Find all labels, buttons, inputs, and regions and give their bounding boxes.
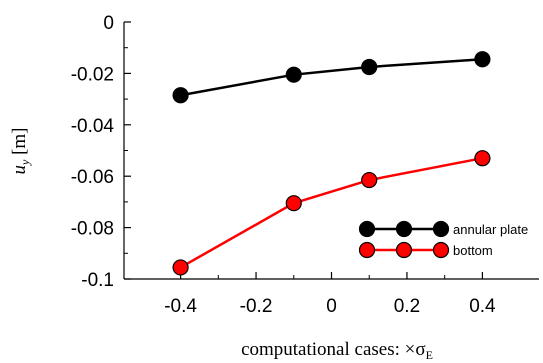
y-tick-label: 0 — [103, 13, 114, 34]
x-tick-label: 0.2 — [394, 296, 420, 317]
x-tick-label: -0.2 — [240, 296, 273, 317]
legend-marker — [395, 241, 413, 259]
y-tick-label: -0.1 — [81, 270, 114, 291]
x-axis-title: computational cases: ×σE — [241, 339, 433, 362]
series-line — [179, 156, 483, 269]
data-point — [172, 259, 189, 276]
x-tick-label: 0.4 — [469, 296, 496, 317]
series-bottom — [172, 150, 491, 276]
series-layer — [172, 51, 491, 276]
data-point — [172, 87, 189, 104]
legend-marker — [358, 220, 376, 238]
x-tick-label: 0 — [326, 296, 337, 317]
legend-marker — [432, 220, 450, 238]
x-tick-label: -0.4 — [164, 296, 197, 317]
legend-marker — [358, 241, 376, 259]
legend-marker — [395, 220, 413, 238]
series-line — [180, 58, 483, 97]
y-tick-label: -0.08 — [71, 219, 114, 240]
data-point — [474, 150, 491, 167]
data-point — [474, 51, 491, 68]
legend: annular plate bottom — [358, 220, 528, 259]
y-axis-title: uy [m] — [9, 127, 32, 174]
y-tick-label: -0.04 — [71, 116, 115, 137]
y-tick-label: -0.02 — [71, 64, 114, 85]
legend-label: annular plate — [453, 222, 528, 237]
legend-item: bottom — [358, 241, 493, 259]
data-point — [361, 171, 378, 189]
data-point — [285, 195, 302, 212]
data-point — [361, 58, 378, 76]
legend-item: annular plate — [358, 220, 528, 238]
data-point — [285, 66, 302, 83]
legend-marker — [432, 241, 450, 259]
legend-label: bottom — [453, 243, 493, 258]
series-annular-plate — [172, 51, 491, 104]
y-tick-label: -0.06 — [71, 167, 114, 188]
axes: 0 -0.02 -0.04 -0.06 -0.08 -0.1 -0.4 -0.2 0 0.2 0.4 — [71, 13, 539, 317]
